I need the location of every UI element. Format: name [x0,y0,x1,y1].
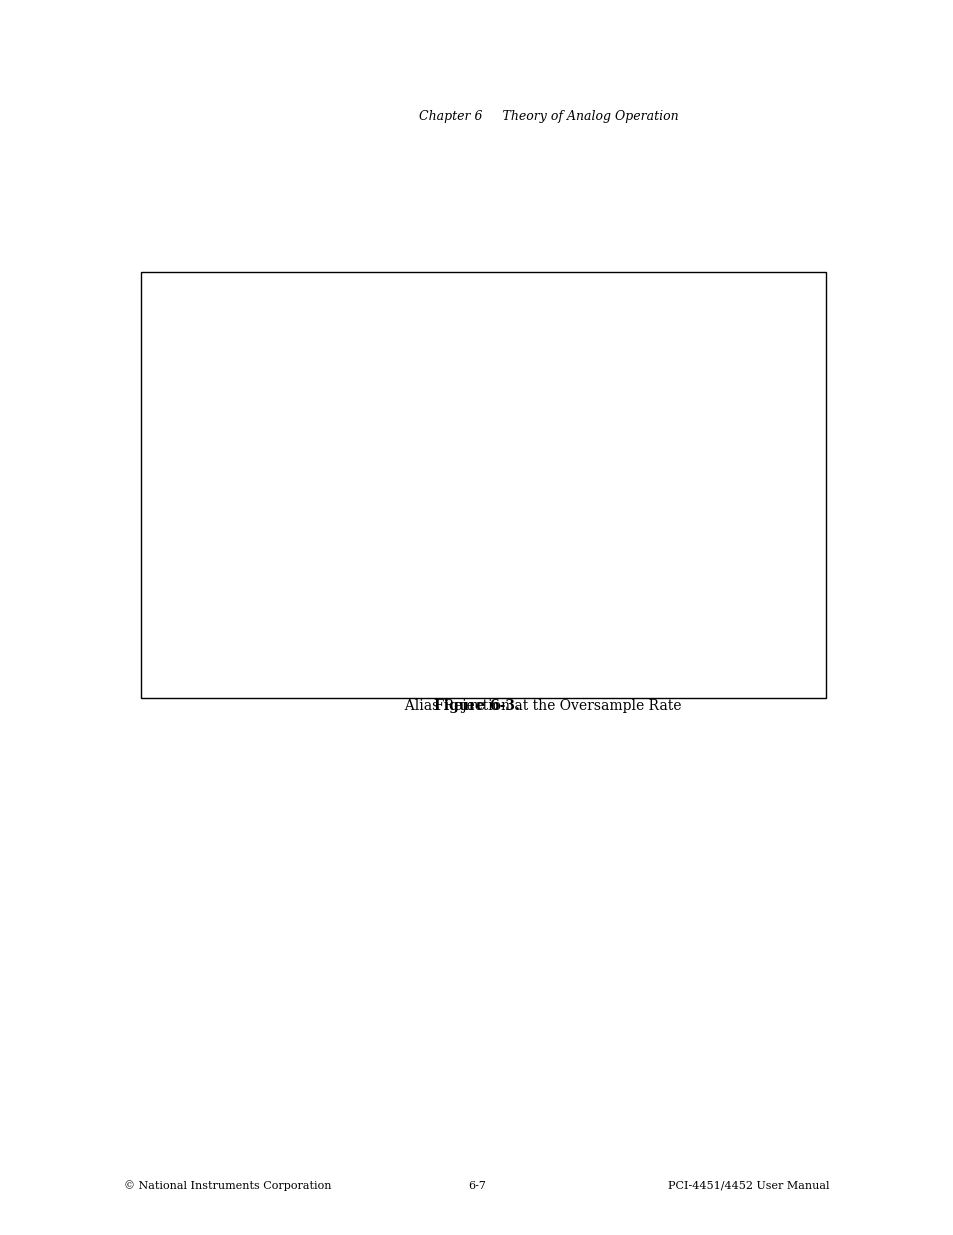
Text: Chapter 6     Theory of Analog Operation: Chapter 6 Theory of Analog Operation [418,110,678,122]
Text: © National Instruments Corporation: © National Instruments Corporation [124,1181,332,1191]
Text: 6-7: 6-7 [468,1181,485,1191]
Text: Figure 6-3.: Figure 6-3. [434,699,519,714]
Text: Alias Rejection at the Oversample Rate: Alias Rejection at the Oversample Rate [395,699,681,714]
Text: PCI-4451/4452 User Manual: PCI-4451/4452 User Manual [668,1181,829,1191]
